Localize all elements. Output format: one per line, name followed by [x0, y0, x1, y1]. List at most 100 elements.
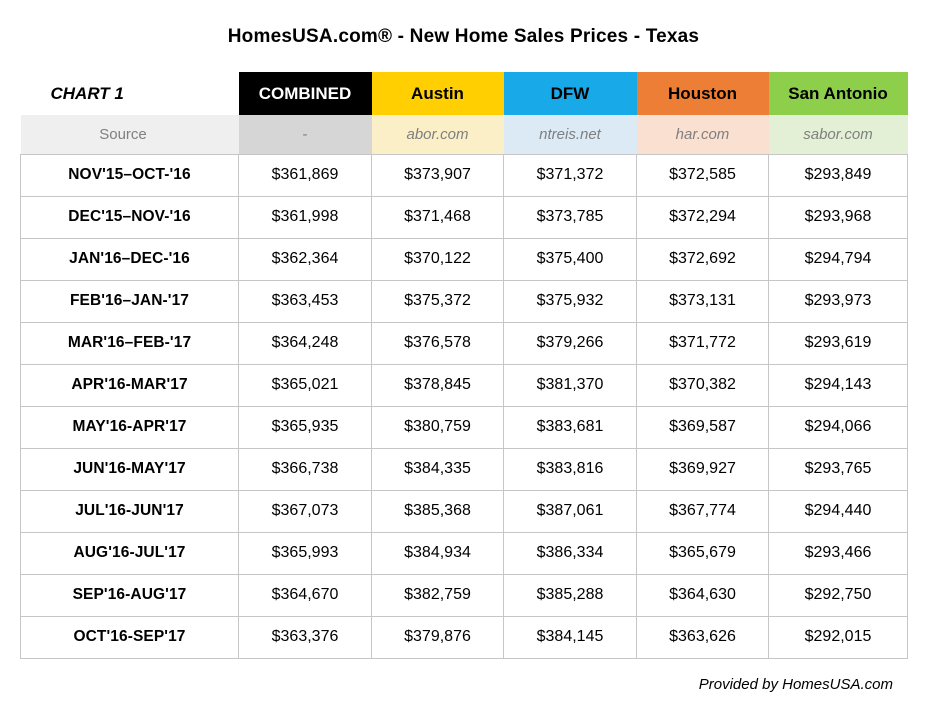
- period-label: FEB'16–JAN-'17: [20, 279, 239, 323]
- price-cell: $375,932: [503, 279, 637, 323]
- period-label: MAY'16-APR'17: [20, 405, 239, 449]
- price-cell: $384,145: [503, 615, 637, 659]
- source-cell-dfw: ntreis.net: [503, 115, 637, 154]
- price-cell: $378,845: [371, 363, 504, 407]
- price-cell: $385,368: [371, 489, 504, 533]
- column-header-san-antonio: San Antonio: [768, 72, 908, 115]
- price-cell: $375,400: [503, 237, 637, 281]
- source-cell-combined: -: [238, 115, 372, 154]
- footer-credit: Provided by HomesUSA.com: [698, 676, 893, 693]
- price-cell: $384,335: [371, 447, 504, 491]
- price-cell: $292,015: [768, 615, 908, 659]
- price-cell: $387,061: [503, 489, 637, 533]
- price-cell: $293,466: [768, 531, 908, 575]
- price-cell: $386,334: [503, 531, 637, 575]
- table-row: APR'16-MAR'17 $365,021 $378,845 $381,370 $37…: [20, 363, 908, 407]
- price-cell: $367,073: [238, 489, 372, 533]
- price-cell: $294,440: [768, 489, 908, 533]
- price-cell: $380,759: [371, 405, 504, 449]
- price-cell: $364,630: [636, 573, 769, 617]
- source-cell-san-antonio: sabor.com: [768, 115, 908, 154]
- price-cell: $364,670: [238, 573, 372, 617]
- price-cell: $371,372: [503, 153, 637, 197]
- price-cell: $384,934: [371, 531, 504, 575]
- price-cell: $365,993: [238, 531, 372, 575]
- table-row: AUG'16-JUL'17 $365,993 $384,934 $386,334 $36…: [20, 531, 908, 575]
- table-row: JAN'16–DEC-'16 $362,364 $370,122 $375,400 $3…: [20, 237, 908, 281]
- price-cell: $376,578: [371, 321, 504, 365]
- period-label: OCT'16-SEP'17: [20, 615, 239, 659]
- table-row: NOV'15–OCT-'16 $361,869 $373,907 $371,372 $3…: [20, 153, 908, 197]
- period-label: JAN'16–DEC-'16: [20, 237, 239, 281]
- price-cell: $372,692: [636, 237, 769, 281]
- table-row: DEC'15–NOV-'16 $361,998 $371,468 $373,785 $3…: [20, 195, 908, 239]
- price-cell: $363,376: [238, 615, 372, 659]
- price-cell: $362,364: [238, 237, 372, 281]
- period-label: DEC'15–NOV-'16: [20, 195, 239, 239]
- table-row: SEP'16-AUG'17 $364,670 $382,759 $385,288 $36…: [20, 573, 908, 617]
- prices-table: CHART 1 COMBINED Austin DFW Houston San …: [20, 72, 908, 659]
- table-row: JUL'16-JUN'17 $367,073 $385,368 $387,061 $36…: [20, 489, 908, 533]
- price-cell: $373,785: [503, 195, 637, 239]
- price-cell: $293,849: [768, 153, 908, 197]
- price-cell: $363,626: [636, 615, 769, 659]
- price-cell: $293,973: [768, 279, 908, 323]
- price-cell: $364,248: [238, 321, 372, 365]
- source-row-label: Source: [20, 115, 239, 154]
- price-cell: $293,968: [768, 195, 908, 239]
- chart-corner-label: CHART 1: [20, 72, 239, 115]
- table-row: OCT'16-SEP'17 $363,376 $379,876 $384,145 $36…: [20, 615, 908, 659]
- price-cell: $382,759: [371, 573, 504, 617]
- column-header-austin: Austin: [371, 72, 504, 115]
- price-cell: $370,382: [636, 363, 769, 407]
- price-cell: $294,066: [768, 405, 908, 449]
- source-cell-houston: har.com: [636, 115, 769, 154]
- price-cell: $367,774: [636, 489, 769, 533]
- price-cell: $372,294: [636, 195, 769, 239]
- price-cell: $373,907: [371, 153, 504, 197]
- price-cell: $365,935: [238, 405, 372, 449]
- price-cell: $375,372: [371, 279, 504, 323]
- price-cell: $370,122: [371, 237, 504, 281]
- period-label: NOV'15–OCT-'16: [20, 153, 239, 197]
- period-label: JUN'16-MAY'17: [20, 447, 239, 491]
- table-body: NOV'15–OCT-'16 $361,869 $373,907 $371,372 $3…: [20, 153, 908, 659]
- period-label: MAR'16–FEB-'17: [20, 321, 239, 365]
- table-row: JUN'16-MAY'17 $366,738 $384,335 $383,816 $36…: [20, 447, 908, 491]
- table-row: MAR'16–FEB-'17 $364,248 $376,578 $379,266 $3…: [20, 321, 908, 365]
- price-cell: $293,765: [768, 447, 908, 491]
- price-cell: $293,619: [768, 321, 908, 365]
- price-cell: $371,772: [636, 321, 769, 365]
- price-cell: $365,679: [636, 531, 769, 575]
- page-title: HomesUSA.com® - New Home Sales Prices - …: [227, 26, 700, 47]
- price-cell: $292,750: [768, 573, 908, 617]
- source-cell-austin: abor.com: [371, 115, 504, 154]
- period-label: JUL'16-JUN'17: [20, 489, 239, 533]
- price-cell: $365,021: [238, 363, 372, 407]
- table-row: MAY'16-APR'17 $365,935 $380,759 $383,681 $36…: [20, 405, 908, 449]
- price-cell: $383,681: [503, 405, 637, 449]
- price-cell: $294,143: [768, 363, 908, 407]
- column-header-dfw: DFW: [503, 72, 637, 115]
- period-label: SEP'16-AUG'17: [20, 573, 239, 617]
- price-cell: $379,876: [371, 615, 504, 659]
- period-label: APR'16-MAR'17: [20, 363, 239, 407]
- price-cell: $361,869: [238, 153, 372, 197]
- price-cell: $371,468: [371, 195, 504, 239]
- price-cell: $372,585: [636, 153, 769, 197]
- source-row: Source - abor.com ntreis.net har.com sab…: [20, 115, 908, 154]
- price-cell: $366,738: [238, 447, 372, 491]
- header-row: CHART 1 COMBINED Austin DFW Houston San …: [20, 72, 908, 115]
- period-label: AUG'16-JUL'17: [20, 531, 239, 575]
- column-header-combined: COMBINED: [238, 72, 372, 115]
- price-cell: $381,370: [503, 363, 637, 407]
- column-header-houston: Houston: [636, 72, 769, 115]
- price-cell: $373,131: [636, 279, 769, 323]
- price-cell: $361,998: [238, 195, 372, 239]
- price-cell: $294,794: [768, 237, 908, 281]
- price-cell: $369,927: [636, 447, 769, 491]
- price-cell: $385,288: [503, 573, 637, 617]
- price-cell: $383,816: [503, 447, 637, 491]
- table-row: FEB'16–JAN-'17 $363,453 $375,372 $375,932 $3…: [20, 279, 908, 323]
